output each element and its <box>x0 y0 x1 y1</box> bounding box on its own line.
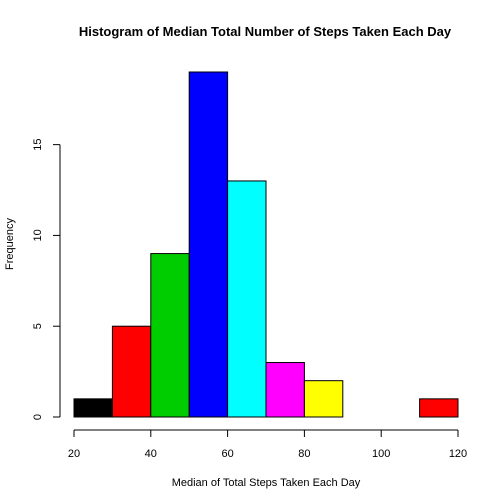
histogram-bar-20-30 <box>73 398 113 418</box>
y-tick-label: 15 <box>32 139 44 151</box>
histogram-bar-110-120 <box>419 398 459 418</box>
x-tick-label: 80 <box>298 448 310 460</box>
x-tick-label: 120 <box>449 448 467 460</box>
x-tick-label: 60 <box>221 448 233 460</box>
histogram-bar-40-50 <box>150 253 190 418</box>
x-tick-label: 20 <box>68 448 80 460</box>
chart-title: Histogram of Median Total Number of Step… <box>79 24 452 39</box>
y-axis: 0 5 10 15 <box>32 139 61 420</box>
bars-group <box>73 71 459 418</box>
x-tick-label: 100 <box>372 448 390 460</box>
x-axis-label: Median of Total Steps Taken Each Day <box>172 477 361 489</box>
y-tick-label: 5 <box>32 323 44 329</box>
y-tick-label: 0 <box>32 414 44 420</box>
y-axis-label: Frequency <box>4 218 16 270</box>
x-tick-label: 40 <box>145 448 157 460</box>
histogram-bar-50-60 <box>188 71 229 418</box>
y-tick-label: 10 <box>32 229 44 241</box>
x-axis: 20 40 60 80 100 120 <box>68 429 467 460</box>
histogram-bar-80-90 <box>303 380 344 418</box>
histogram-bar-60-70 <box>227 180 267 418</box>
histogram-bar-30-40 <box>111 325 152 418</box>
histogram-bar-70-80 <box>265 362 305 418</box>
